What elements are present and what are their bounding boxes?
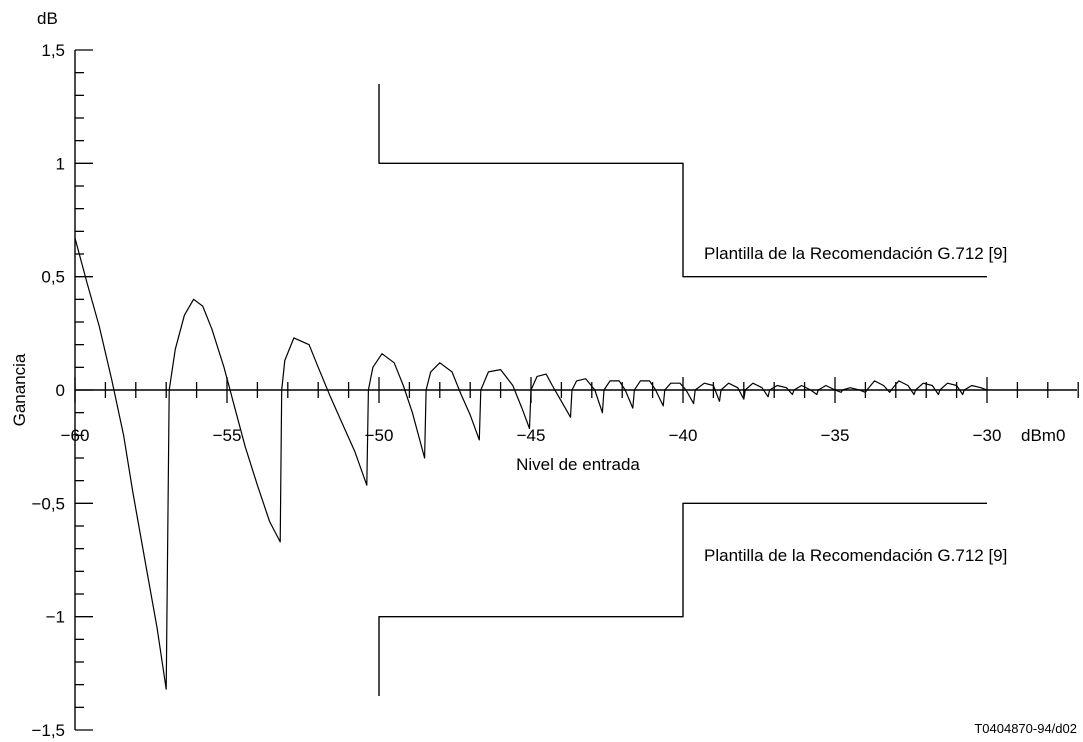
y-axis-title: Ganancia [10,353,29,426]
y-unit-label: dB [37,9,58,28]
y-tick-label: −0,5 [31,494,65,513]
upper-mask-annotation: Plantilla de la Recomendación G.712 [9] [704,244,1007,263]
x-tick-label: −60 [61,426,90,445]
x-tick-label: −35 [821,426,850,445]
figure-id: T0404870-94/d02 [974,721,1077,736]
x-tick-label: −40 [669,426,698,445]
g712-mask-group [378,84,987,696]
x-axis-title: Nivel de entrada [516,455,640,474]
x-tick-label: −55 [213,426,242,445]
gain-curve-group [74,237,988,690]
lower-mask-line [378,502,987,696]
x-tick-label: −45 [517,426,546,445]
lower-mask-annotation: Plantilla de la Recomendación G.712 [9] [704,546,1007,565]
y-tick-label: −1 [46,608,65,627]
x-unit-label: dBm0 [1021,426,1065,445]
upper-mask-line [378,84,987,278]
y-tick-label: −1,5 [31,721,65,740]
y-tick-label: 0,5 [41,268,65,287]
x-tick-label: −30 [973,426,1002,445]
y-tick-label: 0 [56,381,65,400]
gain-curve-line [74,237,988,690]
y-tick-label: 1,5 [41,41,65,60]
y-tick-label: 1 [56,154,65,173]
x-tick-label: −50 [365,426,394,445]
